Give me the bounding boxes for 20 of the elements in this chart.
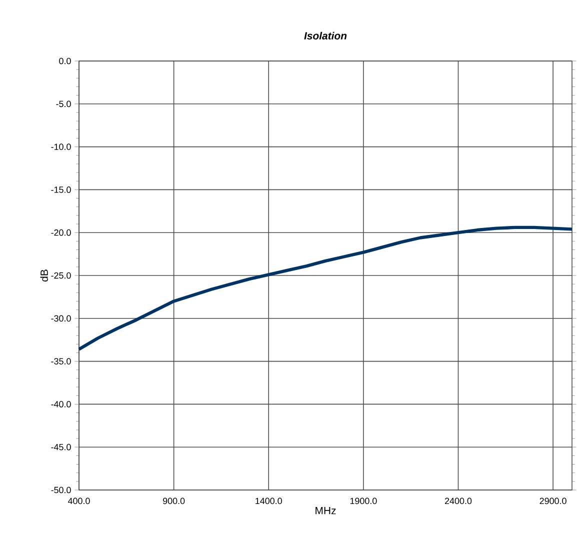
y-tick-label: -35.0 — [51, 358, 71, 364]
y-tick-label: -25.0 — [51, 272, 71, 279]
x-tick-label: 1400.0 — [256, 498, 282, 504]
y-tick-label: -10.0 — [51, 144, 71, 150]
y-tick-label: -5.0 — [56, 100, 71, 108]
x-tick-label: 2400.0 — [444, 498, 472, 504]
x-tick-label: 1900.0 — [350, 498, 377, 504]
y-tick-label: -40.0 — [51, 401, 71, 408]
chart-title: Isolation — [304, 32, 347, 40]
y-tick-label: -30.0 — [51, 315, 71, 322]
y-tick-label: -45.0 — [51, 444, 71, 450]
y-tick-label: -20.0 — [51, 229, 71, 236]
y-axis-title: dB — [40, 270, 48, 282]
x-axis-title: MHz — [316, 506, 336, 514]
y-tick-label: 0.0 — [59, 58, 71, 64]
y-tick-label: -15.0 — [51, 186, 71, 193]
x-tick-label: 900.0 — [163, 498, 185, 504]
x-tick-label: 2900.0 — [540, 498, 566, 504]
x-tick-label: 400.0 — [68, 498, 90, 504]
y-tick-label: -50.0 — [51, 486, 71, 494]
